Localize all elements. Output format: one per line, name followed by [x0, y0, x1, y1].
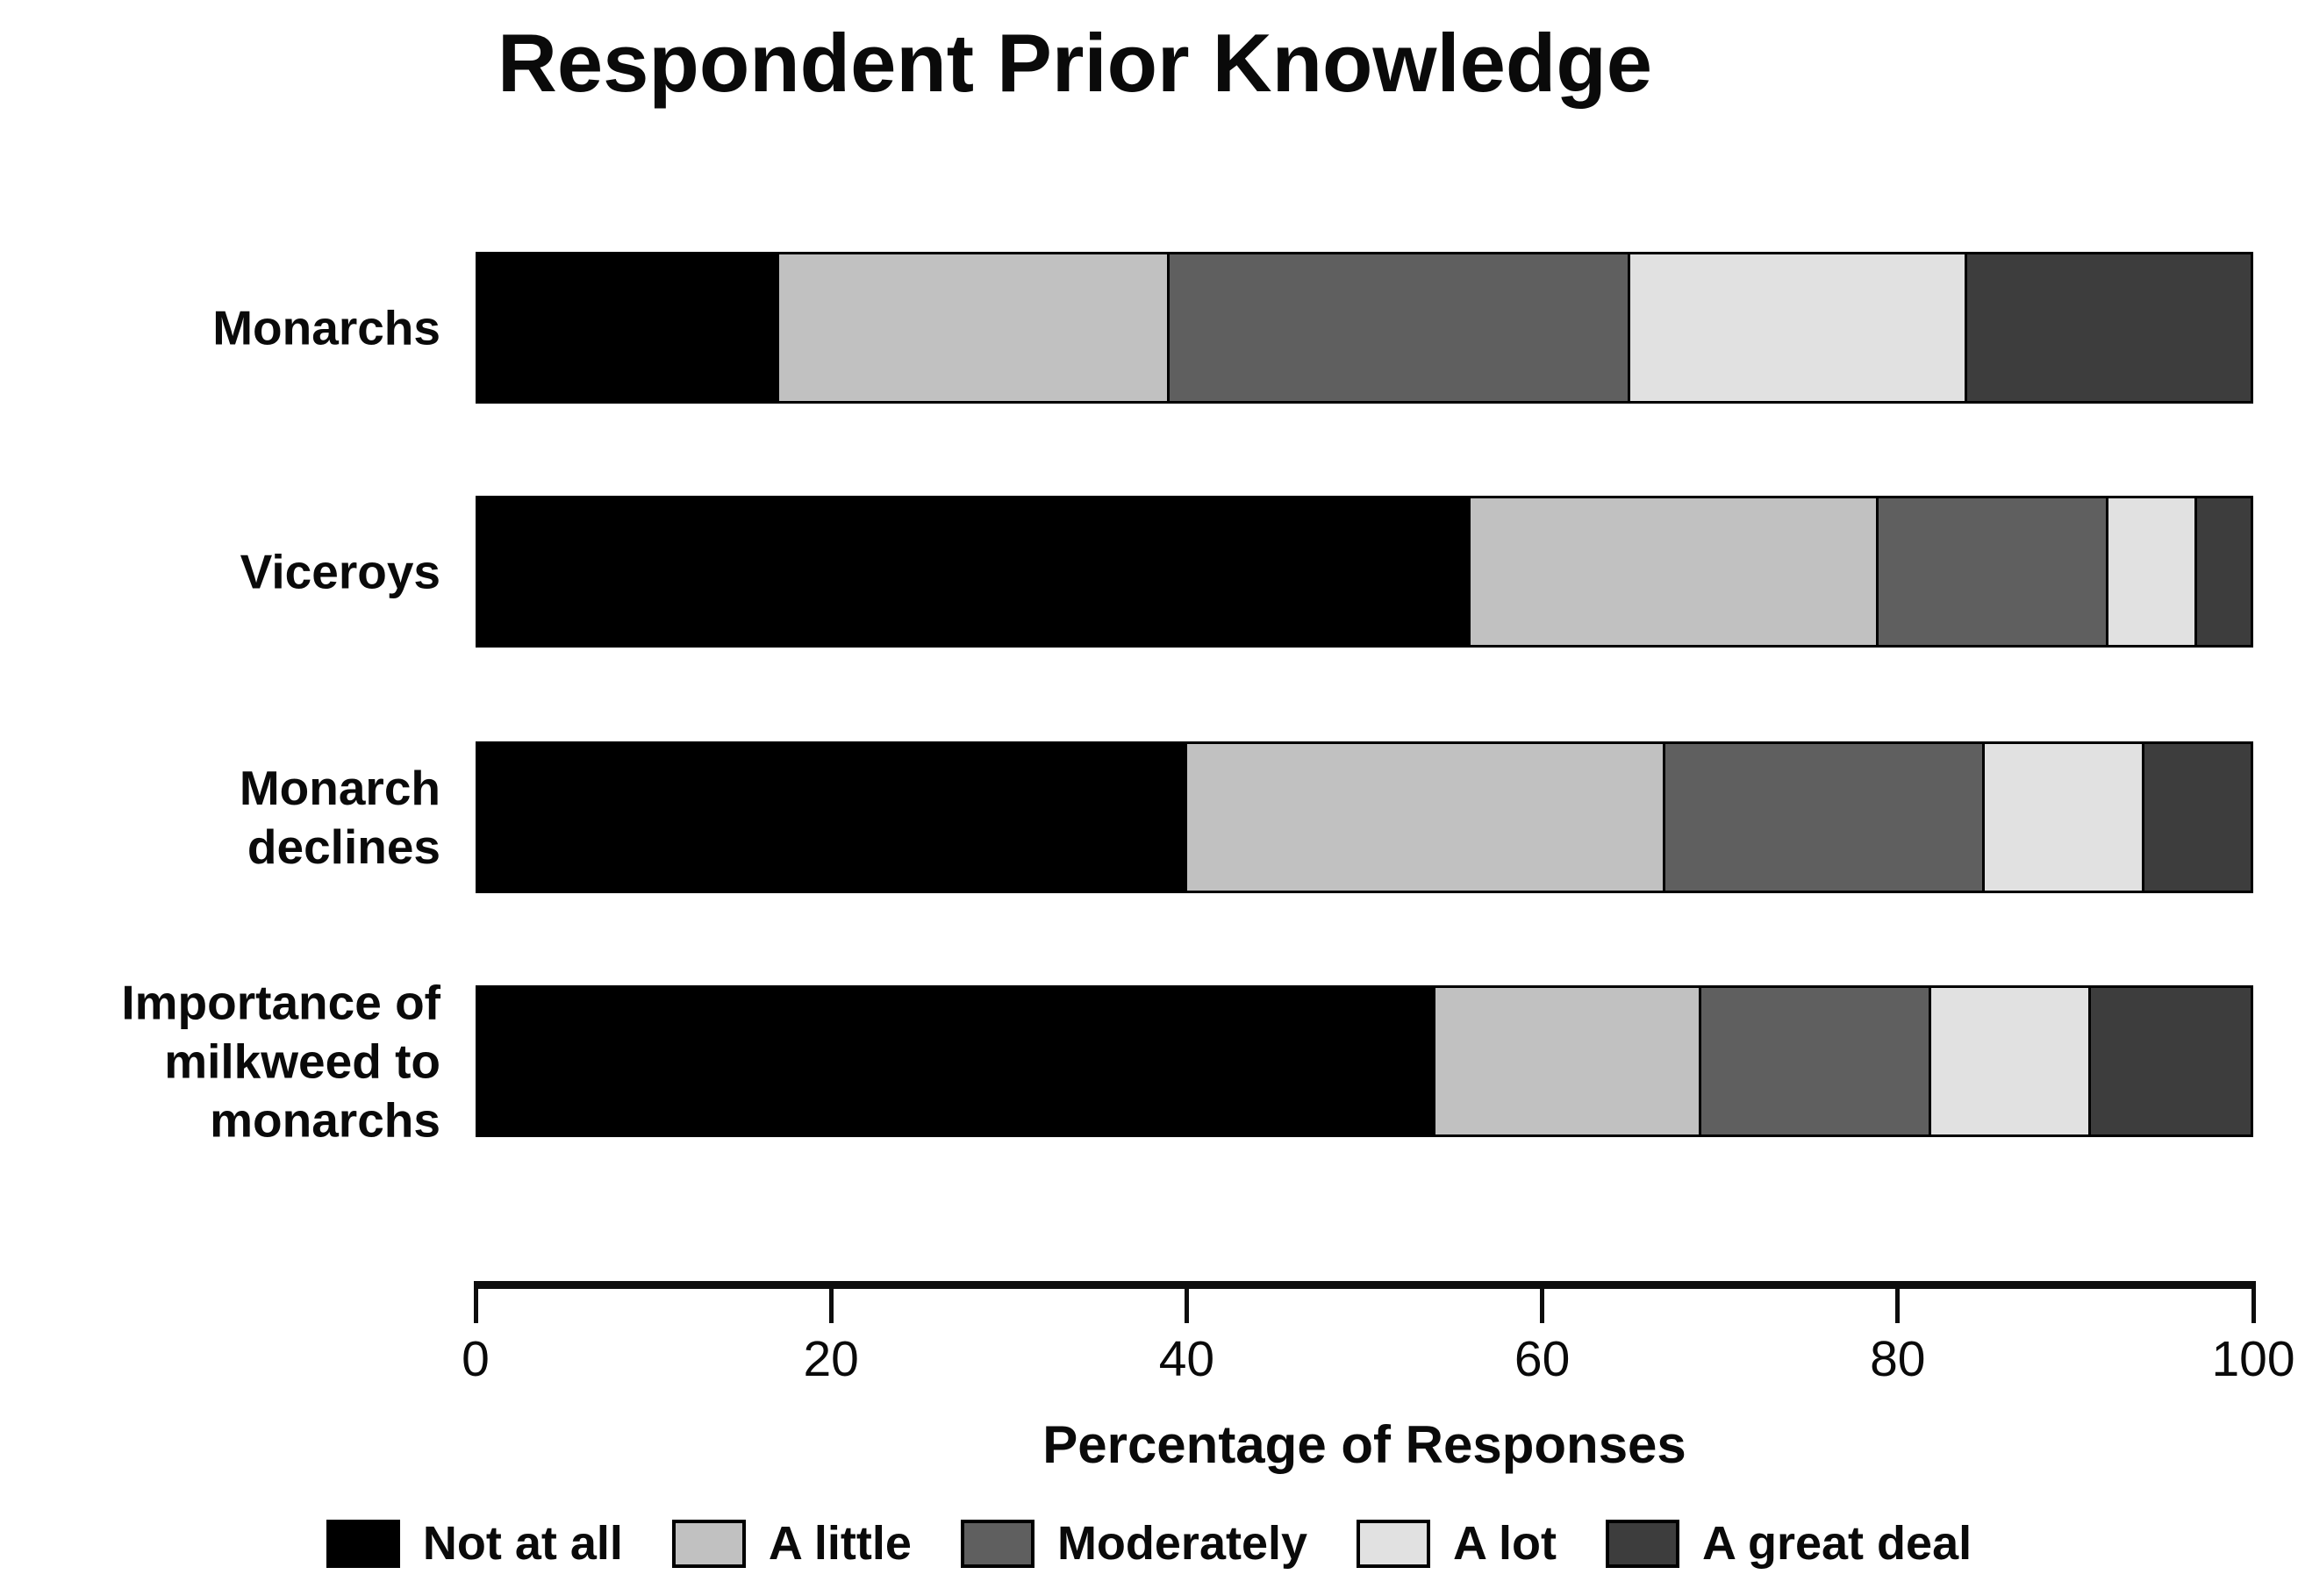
- x-axis-tick: [473, 1281, 478, 1323]
- segment-moderately: [1700, 988, 1932, 1134]
- segment-moderately: [1169, 254, 1630, 401]
- segment-not-at-all: [478, 498, 1471, 645]
- category-label: Viceroys: [240, 543, 440, 598]
- x-axis-tick-label: 80: [1870, 1331, 1926, 1387]
- legend-swatch-icon: [326, 1519, 400, 1568]
- segment-moderately: [1878, 498, 2109, 645]
- legend-label: A little: [768, 1517, 912, 1570]
- segment-a-great-deal: [2197, 498, 2251, 645]
- stacked-bar: [476, 496, 2253, 648]
- segment-a-lot: [1629, 254, 1967, 401]
- bar-row: Viceroys: [0, 496, 2298, 648]
- segment-a-great-deal: [2091, 988, 2251, 1134]
- legend-item: A great deal: [1606, 1516, 1972, 1571]
- segment-a-lot: [1931, 988, 2092, 1134]
- legend-swatch-icon: [960, 1519, 1034, 1568]
- legend-label: A lot: [1453, 1517, 1557, 1570]
- bar-row: Importance of milkweed to monarchs: [0, 975, 2298, 1147]
- category-label: Importance of milkweed to monarchs: [121, 974, 440, 1148]
- legend-swatch-icon: [1357, 1519, 1431, 1568]
- legend-item: Moderately: [960, 1516, 1308, 1571]
- x-axis-tick: [828, 1281, 834, 1323]
- x-axis-line: [474, 1281, 2255, 1289]
- legend-label: Moderately: [1056, 1517, 1308, 1570]
- x-axis-tick: [2251, 1281, 2256, 1323]
- stacked-bar: [476, 252, 2253, 404]
- segment-not-at-all: [478, 744, 1187, 891]
- legend-label: Not at all: [422, 1517, 623, 1570]
- chart-title: Respondent Prior Knowledge: [497, 17, 1653, 109]
- x-axis-title: Percentage of Responses: [1042, 1415, 1686, 1474]
- x-axis-tick-label: 0: [462, 1331, 490, 1387]
- stacked-bar: [476, 985, 2253, 1137]
- segment-not-at-all: [478, 988, 1435, 1134]
- legend-item: Not at all: [326, 1516, 623, 1571]
- segment-a-great-deal: [1966, 254, 2251, 401]
- x-axis-tick: [1540, 1281, 1545, 1323]
- category-label: Monarchs: [212, 299, 440, 354]
- legend-swatch-icon: [1606, 1519, 1679, 1568]
- legend-item: A lot: [1357, 1516, 1557, 1571]
- legend-swatch-icon: [671, 1519, 746, 1568]
- segment-a-little: [779, 254, 1170, 401]
- legend: Not at all A little Moderately A lot A great…: [0, 1516, 2298, 1571]
- legend-item: A little: [671, 1516, 912, 1571]
- bar-row: Monarchs: [0, 252, 2298, 404]
- category-label: Monarch declines: [239, 760, 440, 874]
- segment-a-little: [1187, 744, 1666, 891]
- x-axis-tick: [1895, 1281, 1901, 1323]
- segment-not-at-all: [478, 254, 780, 401]
- segment-a-little: [1471, 498, 1879, 645]
- bar-row: Monarch declines: [0, 741, 2298, 893]
- segment-a-lot: [1984, 744, 2144, 891]
- x-axis-tick-label: 20: [803, 1331, 859, 1387]
- x-axis-tick-label: 40: [1158, 1331, 1215, 1387]
- x-axis-tick-label: 60: [1514, 1331, 1571, 1387]
- legend-label: A great deal: [1702, 1517, 1972, 1570]
- segment-a-lot: [2108, 498, 2198, 645]
- segment-a-great-deal: [2144, 744, 2251, 891]
- stacked-bar: [476, 741, 2253, 893]
- segment-a-little: [1435, 988, 1701, 1134]
- x-axis-tick: [1184, 1281, 1189, 1323]
- x-axis-tick-label: 100: [2211, 1331, 2295, 1387]
- segment-moderately: [1665, 744, 1985, 891]
